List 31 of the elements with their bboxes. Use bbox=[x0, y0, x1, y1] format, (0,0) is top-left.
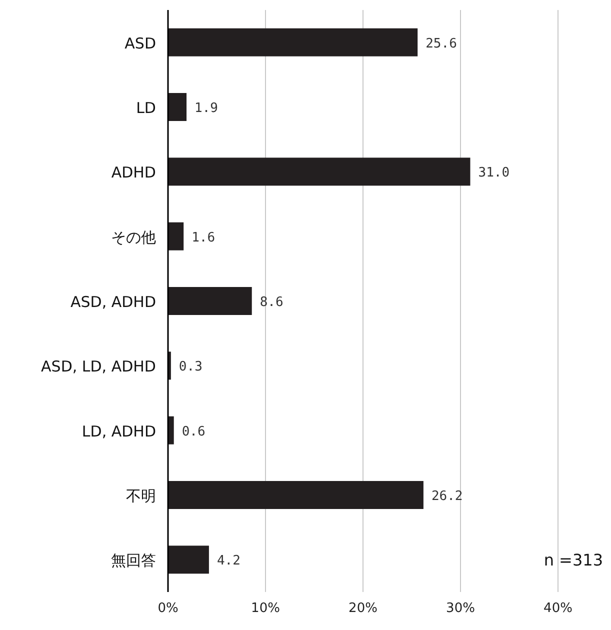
x-tick-label: 40% bbox=[544, 601, 572, 616]
x-tick-label: 0% bbox=[158, 601, 178, 616]
bar bbox=[168, 222, 184, 250]
data-label: 1.6 bbox=[192, 230, 216, 246]
y-tick-label: ASD, ADHD bbox=[70, 293, 156, 311]
y-tick-label: 無回答 bbox=[111, 552, 156, 570]
x-tick-label: 20% bbox=[348, 601, 378, 616]
data-label: 8.6 bbox=[260, 295, 284, 310]
bar bbox=[168, 546, 209, 574]
y-tick-label: その他 bbox=[111, 228, 156, 246]
data-label: 4.2 bbox=[216, 554, 240, 569]
x-tick-label: 30% bbox=[446, 601, 475, 616]
annotation: n =313 bbox=[544, 550, 603, 570]
data-label: 0.3 bbox=[178, 360, 202, 375]
bar bbox=[168, 28, 418, 56]
y-tick-label: LD bbox=[136, 99, 156, 117]
bar bbox=[168, 287, 252, 315]
data-label: 0.6 bbox=[182, 424, 206, 440]
y-tick-label: ASD, LD, ADHD bbox=[41, 358, 156, 376]
data-label: 31.0 bbox=[478, 166, 510, 181]
data-label: 25.6 bbox=[426, 36, 457, 52]
y-tick-label: 不明 bbox=[126, 487, 156, 505]
data-label: 1.9 bbox=[194, 101, 218, 116]
y-tick-label: ADHD bbox=[111, 164, 156, 182]
y-tick-label: ASD bbox=[124, 34, 156, 52]
bar bbox=[168, 93, 187, 121]
bar bbox=[168, 158, 470, 186]
bar bbox=[168, 481, 424, 509]
x-tick-label: 10% bbox=[251, 601, 280, 616]
data-label: 26.2 bbox=[431, 489, 463, 504]
y-tick-label: LD, ADHD bbox=[82, 422, 156, 440]
